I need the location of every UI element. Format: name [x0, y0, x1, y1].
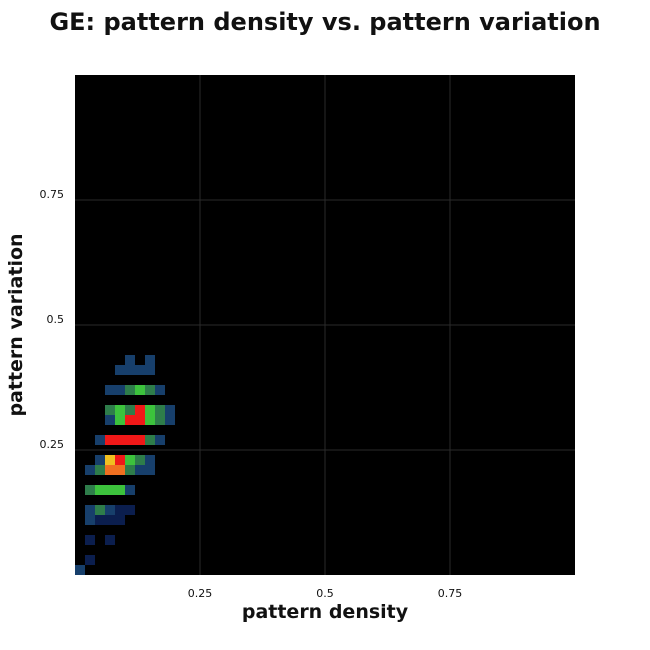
heatmap-cell	[115, 435, 125, 445]
x-tick-label: 0.75	[438, 587, 463, 600]
heatmap-cell	[105, 405, 115, 415]
heatmap-cell	[155, 385, 165, 395]
x-tick-label: 0.25	[188, 587, 213, 600]
heatmap-cell	[135, 415, 145, 425]
heatmap-cell	[105, 485, 115, 495]
x-tick-labels: 0.25 0.5 0.75	[188, 587, 463, 600]
heatmap-cell	[125, 465, 135, 475]
heatmap-cell	[105, 505, 115, 515]
y-tick-label: 0.25	[40, 438, 65, 451]
heatmap-cell	[145, 415, 155, 425]
heatmap-cell	[85, 535, 95, 545]
heatmap-cell	[105, 385, 115, 395]
heatmap-cell	[105, 535, 115, 545]
heatmap-cell	[115, 455, 125, 465]
heatmap-cell	[115, 365, 125, 375]
heatmap-cell	[145, 465, 155, 475]
heatmap-cell	[165, 415, 175, 425]
heatmap-cell	[135, 365, 145, 375]
heatmap-cell	[135, 405, 145, 415]
heatmap-cell	[125, 485, 135, 495]
heatmap-cell	[165, 405, 175, 415]
heatmap-cell	[85, 505, 95, 515]
heatmap-cell	[95, 465, 105, 475]
heatmap-cell	[105, 435, 115, 445]
heatmap-cell	[115, 505, 125, 515]
heatmap-cell	[125, 415, 135, 425]
heatmap-cell	[105, 515, 115, 525]
heatmap-cell	[125, 435, 135, 445]
heatmap-cell	[115, 405, 125, 415]
heatmap-cell	[135, 385, 145, 395]
heatmap-cell	[145, 365, 155, 375]
heatmap-cell	[125, 405, 135, 415]
heatmap-cell	[85, 485, 95, 495]
heatmap-cell	[115, 515, 125, 525]
y-axis-label: pattern variation	[5, 233, 27, 416]
heatmap-cell	[85, 465, 95, 475]
heatmap-cell	[95, 505, 105, 515]
heatmap-cell	[95, 455, 105, 465]
x-axis-label: pattern density	[75, 601, 575, 623]
heatmap-cell	[125, 505, 135, 515]
heatmap-cell	[135, 455, 145, 465]
heatmap-cell	[95, 435, 105, 445]
heatmap-cell	[115, 485, 125, 495]
heatmap-cell	[115, 465, 125, 475]
heatmap-cell	[95, 485, 105, 495]
heatmap-cell	[105, 465, 115, 475]
heatmap-cell	[125, 365, 135, 375]
heatmap-cell	[105, 415, 115, 425]
heatmap-cell	[75, 565, 85, 575]
x-tick-label: 0.5	[316, 587, 334, 600]
heatmap-cell	[135, 435, 145, 445]
heatmap-cell	[95, 515, 105, 525]
heatmap-cell	[125, 385, 135, 395]
y-tick-label: 0.75	[40, 188, 65, 201]
heatmap-cell	[145, 355, 155, 365]
heatmap-cell	[155, 435, 165, 445]
y-tick-label: 0.5	[47, 313, 65, 326]
heatmap-cell	[135, 465, 145, 475]
heatmap-cell	[105, 455, 115, 465]
heatmap-cell	[145, 435, 155, 445]
heatmap-cell	[145, 455, 155, 465]
heatmap-cell	[145, 405, 155, 415]
heatmap-cell	[85, 515, 95, 525]
heatmap-cell	[155, 405, 165, 415]
y-tick-labels: 0.25 0.5 0.75	[40, 188, 65, 451]
heatmap-cell	[125, 455, 135, 465]
heatmap-cell	[145, 385, 155, 395]
heatmap-cell	[115, 385, 125, 395]
heatmap-cell	[115, 415, 125, 425]
heatmap-cell	[85, 555, 95, 565]
heatmap-cell	[155, 415, 165, 425]
heatmap-cell	[125, 355, 135, 365]
